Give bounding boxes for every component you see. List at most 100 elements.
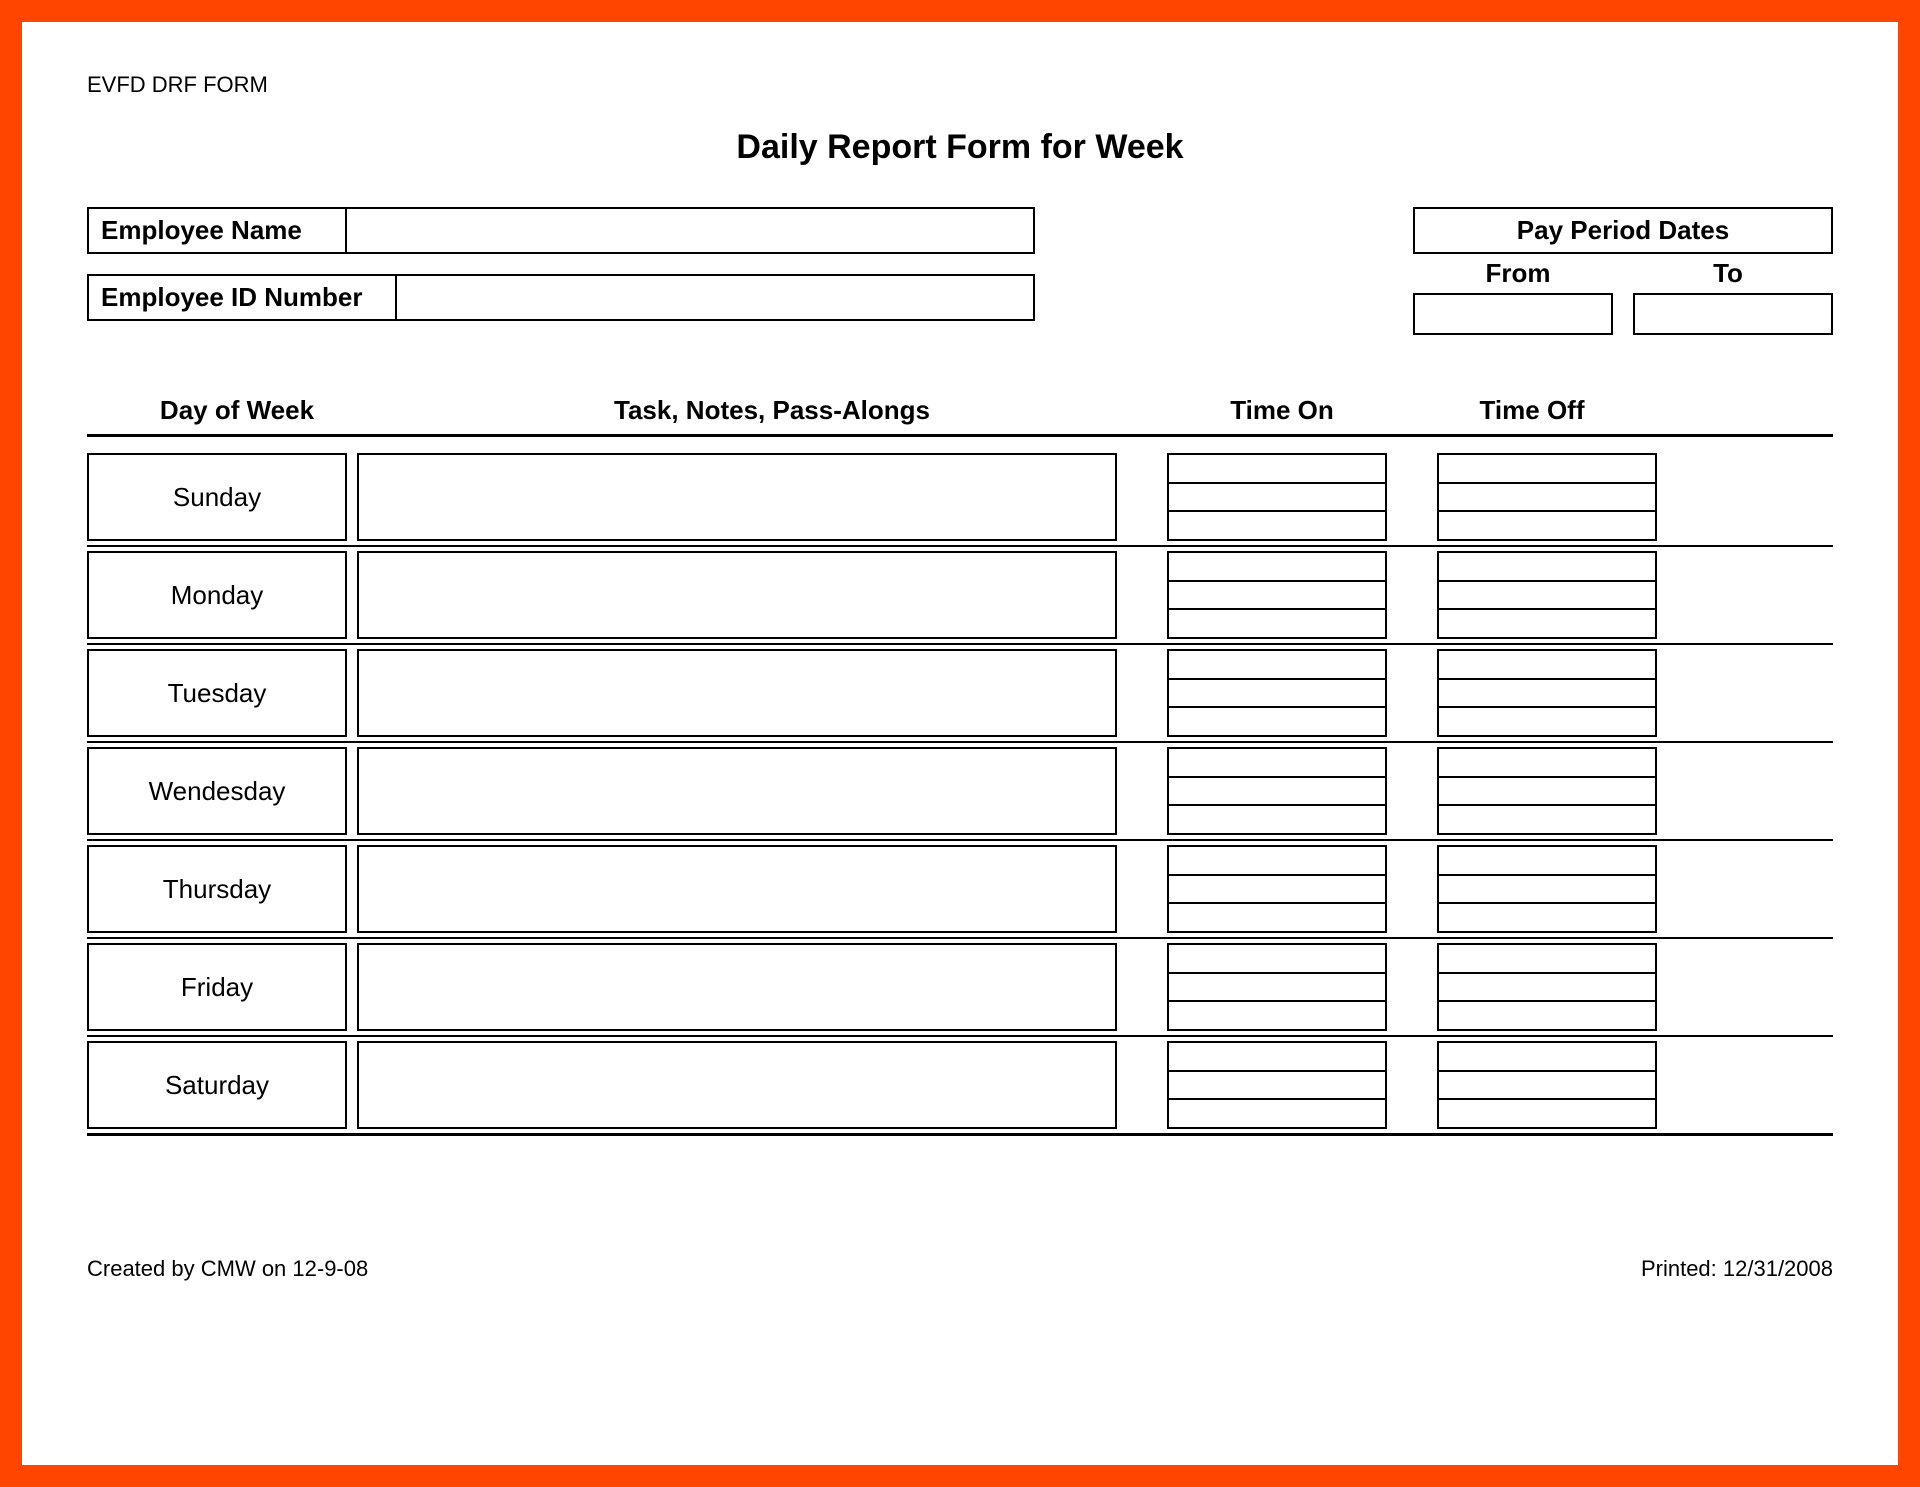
time-on-slot[interactable] — [1167, 1041, 1387, 1072]
employee-id-row: Employee ID Number — [87, 274, 1035, 321]
time-off-slot[interactable] — [1437, 1000, 1657, 1031]
time-on-column — [1167, 845, 1387, 933]
time-on-slot[interactable] — [1167, 1098, 1387, 1129]
time-on-column — [1167, 453, 1387, 541]
time-off-slot[interactable] — [1437, 482, 1657, 513]
day-row: Sunday — [87, 449, 1833, 545]
time-off-slot[interactable] — [1437, 776, 1657, 807]
time-on-slot[interactable] — [1167, 972, 1387, 1003]
day-name-cell: Monday — [87, 551, 347, 639]
day-name-cell: Thursday — [87, 845, 347, 933]
day-row: Friday — [87, 937, 1833, 1035]
time-on-slot[interactable] — [1167, 706, 1387, 737]
time-on-slot[interactable] — [1167, 1000, 1387, 1031]
time-on-slot[interactable] — [1167, 902, 1387, 933]
time-off-slot[interactable] — [1437, 845, 1657, 876]
column-headers: Day of Week Task, Notes, Pass-Alongs Tim… — [87, 395, 1833, 437]
form-code: EVFD DRF FORM — [87, 72, 1833, 98]
header-section: Employee Name Employee ID Number Pay Per… — [87, 207, 1833, 335]
task-notes-cell[interactable] — [357, 1041, 1117, 1129]
day-name-cell: Wendesday — [87, 747, 347, 835]
time-off-slot[interactable] — [1437, 551, 1657, 582]
day-row: Monday — [87, 545, 1833, 643]
time-off-slot[interactable] — [1437, 747, 1657, 778]
time-off-slot[interactable] — [1437, 804, 1657, 835]
col-header-task: Task, Notes, Pass-Alongs — [387, 395, 1157, 426]
time-off-slot[interactable] — [1437, 678, 1657, 709]
day-row: Thursday — [87, 839, 1833, 937]
employee-name-row: Employee Name — [87, 207, 1035, 254]
day-row: Tuesday — [87, 643, 1833, 741]
time-on-slot[interactable] — [1167, 776, 1387, 807]
employee-name-input[interactable] — [345, 207, 1035, 254]
time-off-slot[interactable] — [1437, 649, 1657, 680]
time-on-slot[interactable] — [1167, 551, 1387, 582]
time-off-slot[interactable] — [1437, 874, 1657, 905]
task-notes-cell[interactable] — [357, 551, 1117, 639]
day-row: Saturday — [87, 1035, 1833, 1133]
col-header-time-off: Time Off — [1407, 395, 1657, 426]
footer: Created by CMW on 12-9-08 Printed: 12/31… — [87, 1256, 1833, 1282]
time-on-column — [1167, 747, 1387, 835]
time-off-slot[interactable] — [1437, 608, 1657, 639]
time-on-slot[interactable] — [1167, 608, 1387, 639]
header-left: Employee Name Employee ID Number — [87, 207, 1035, 335]
task-notes-cell[interactable] — [357, 649, 1117, 737]
time-off-column — [1437, 845, 1657, 933]
pay-period-label: Pay Period Dates — [1413, 207, 1833, 254]
printed-date-text: Printed: 12/31/2008 — [1641, 1256, 1833, 1282]
time-on-slot[interactable] — [1167, 649, 1387, 680]
time-on-column — [1167, 1041, 1387, 1129]
time-on-slot[interactable] — [1167, 943, 1387, 974]
time-on-column — [1167, 943, 1387, 1031]
task-notes-cell[interactable] — [357, 845, 1117, 933]
to-date-input[interactable] — [1633, 293, 1833, 335]
time-on-slot[interactable] — [1167, 845, 1387, 876]
time-off-slot[interactable] — [1437, 706, 1657, 737]
form-frame: EVFD DRF FORM Daily Report Form for Week… — [0, 0, 1920, 1487]
day-name-cell: Tuesday — [87, 649, 347, 737]
day-name-cell: Friday — [87, 943, 347, 1031]
header-right: Pay Period Dates From To — [1225, 207, 1833, 335]
form-title: Daily Report Form for Week — [87, 128, 1833, 167]
from-date-input[interactable] — [1413, 293, 1613, 335]
time-on-slot[interactable] — [1167, 510, 1387, 541]
day-name-cell: Sunday — [87, 453, 347, 541]
time-off-slot[interactable] — [1437, 580, 1657, 611]
pay-period-inputs — [1413, 293, 1833, 335]
time-off-slot[interactable] — [1437, 1070, 1657, 1101]
from-label: From — [1413, 254, 1623, 293]
employee-name-label: Employee Name — [87, 207, 347, 254]
task-notes-cell[interactable] — [357, 453, 1117, 541]
time-on-column — [1167, 649, 1387, 737]
pay-period-sublabels: From To — [1413, 254, 1833, 293]
time-on-slot[interactable] — [1167, 580, 1387, 611]
time-on-slot[interactable] — [1167, 453, 1387, 484]
time-on-slot[interactable] — [1167, 874, 1387, 905]
created-by-text: Created by CMW on 12-9-08 — [87, 1256, 368, 1282]
week-grid: Sunday Monday Tuesday Wendesday Thursday Frid… — [87, 449, 1833, 1136]
time-on-slot[interactable] — [1167, 678, 1387, 709]
employee-id-input[interactable] — [395, 274, 1035, 321]
time-off-slot[interactable] — [1437, 902, 1657, 933]
time-off-slot[interactable] — [1437, 1098, 1657, 1129]
time-off-column — [1437, 943, 1657, 1031]
time-off-slot[interactable] — [1437, 1041, 1657, 1072]
time-on-slot[interactable] — [1167, 804, 1387, 835]
task-notes-cell[interactable] — [357, 747, 1117, 835]
employee-id-label: Employee ID Number — [87, 274, 397, 321]
time-off-slot[interactable] — [1437, 510, 1657, 541]
time-off-slot[interactable] — [1437, 943, 1657, 974]
task-notes-cell[interactable] — [357, 943, 1117, 1031]
time-on-slot[interactable] — [1167, 1070, 1387, 1101]
to-label: To — [1623, 254, 1833, 293]
time-on-slot[interactable] — [1167, 482, 1387, 513]
day-row: Wendesday — [87, 741, 1833, 839]
col-header-time-on: Time On — [1157, 395, 1407, 426]
time-on-slot[interactable] — [1167, 747, 1387, 778]
time-off-column — [1437, 1041, 1657, 1129]
day-name-cell: Saturday — [87, 1041, 347, 1129]
time-off-slot[interactable] — [1437, 972, 1657, 1003]
time-on-column — [1167, 551, 1387, 639]
time-off-slot[interactable] — [1437, 453, 1657, 484]
